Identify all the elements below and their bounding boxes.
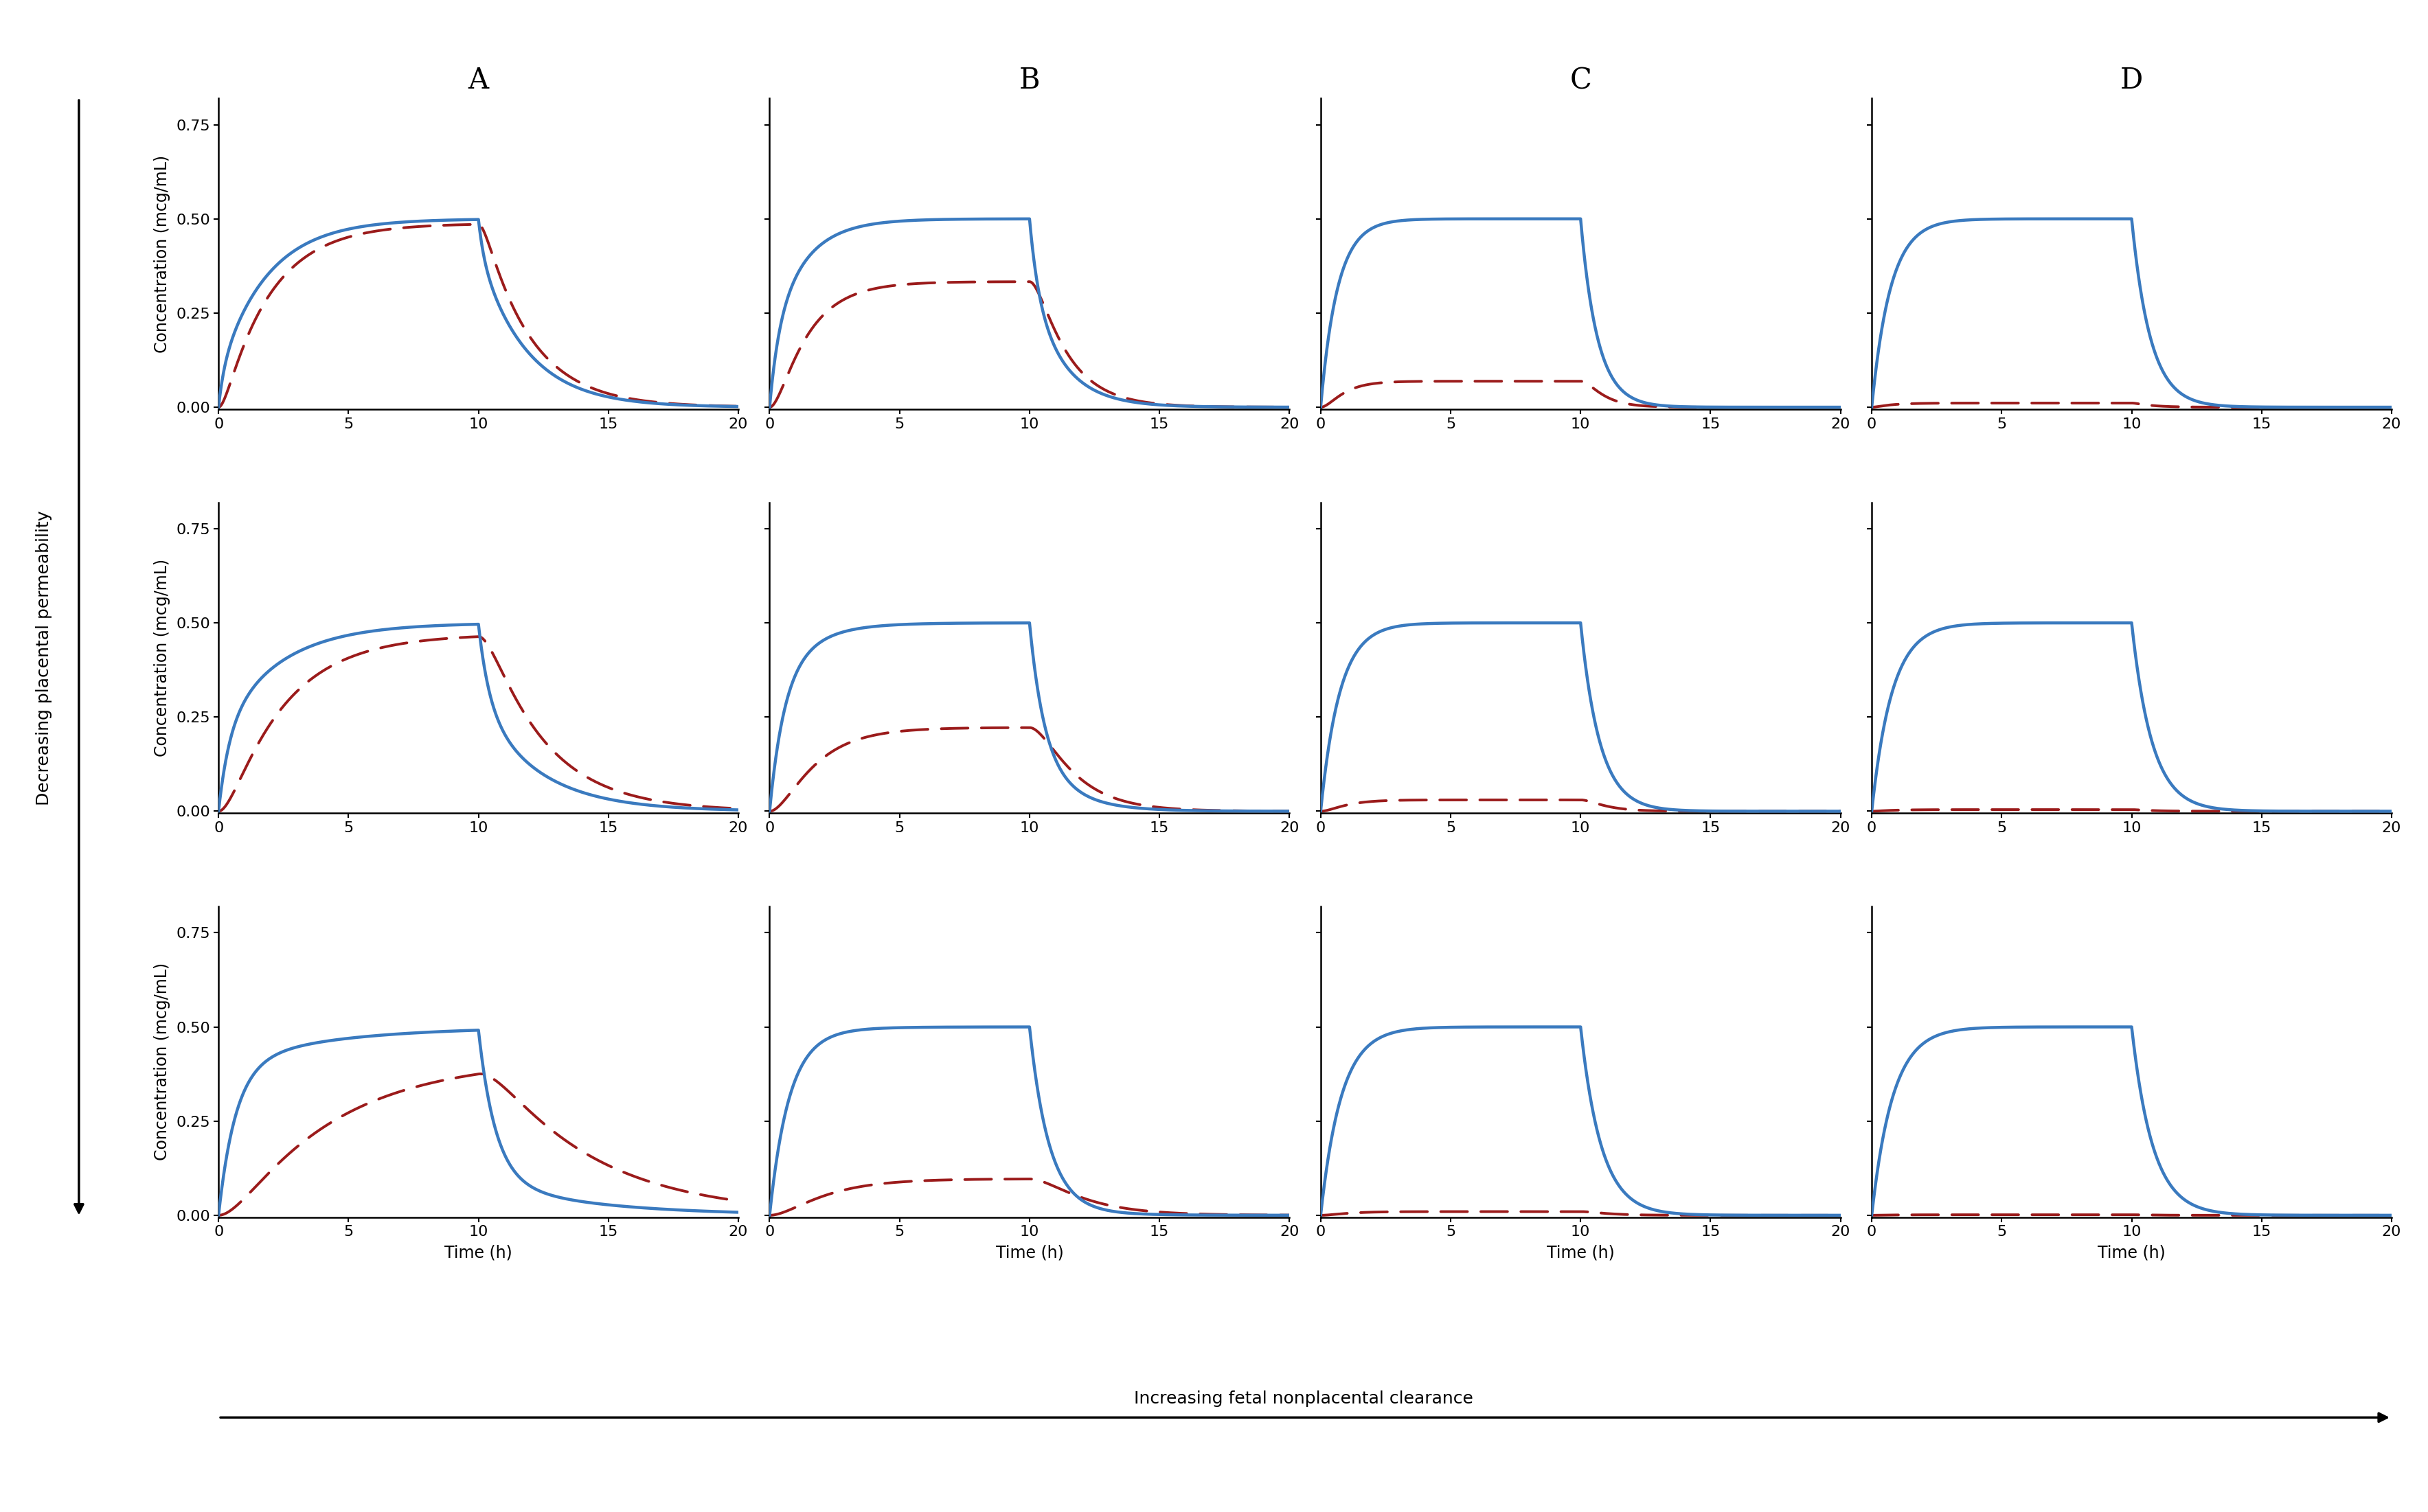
X-axis label: Time (h): Time (h) — [444, 1244, 512, 1261]
X-axis label: Time (h): Time (h) — [995, 1244, 1063, 1261]
Text: Decreasing placental permeability: Decreasing placental permeability — [36, 510, 51, 806]
Title: A: A — [469, 67, 488, 95]
X-axis label: Time (h): Time (h) — [1547, 1244, 1615, 1261]
X-axis label: Time (h): Time (h) — [2098, 1244, 2166, 1261]
Text: Increasing fetal nonplacental clearance: Increasing fetal nonplacental clearance — [1134, 1391, 1474, 1406]
Title: B: B — [1020, 67, 1039, 95]
Title: C: C — [1568, 67, 1590, 95]
Y-axis label: Concentration (mcg/mL): Concentration (mcg/mL) — [153, 963, 170, 1161]
Y-axis label: Concentration (mcg/mL): Concentration (mcg/mL) — [153, 559, 170, 756]
Y-axis label: Concentration (mcg/mL): Concentration (mcg/mL) — [153, 154, 170, 352]
Title: D: D — [2120, 67, 2144, 95]
